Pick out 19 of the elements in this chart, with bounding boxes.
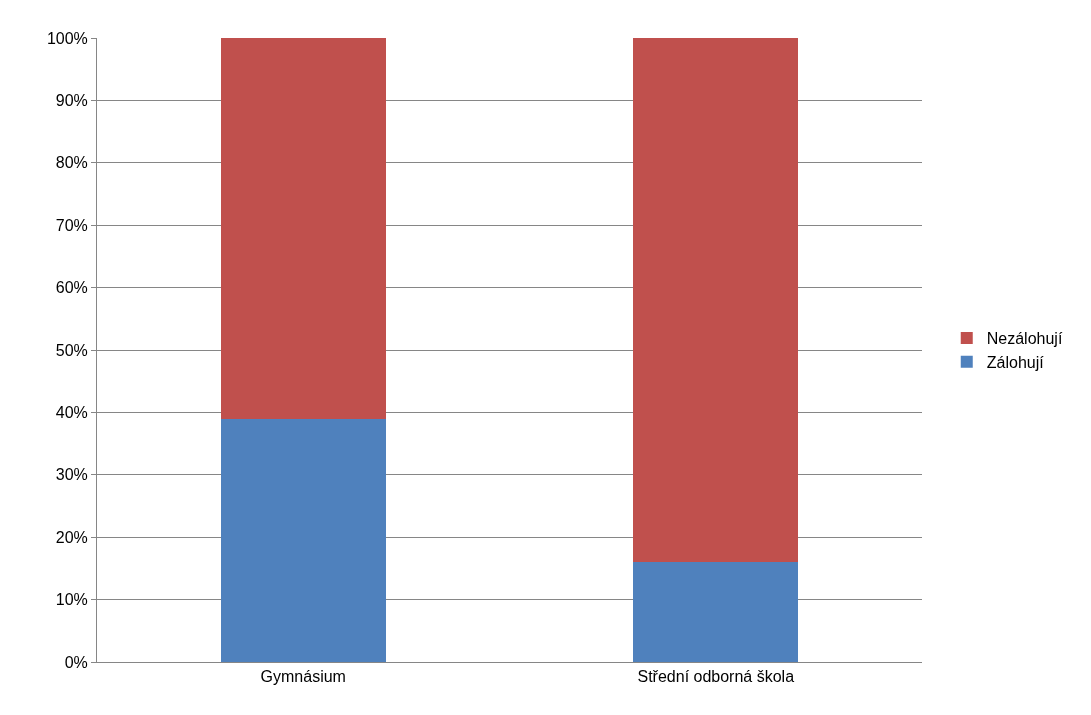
y-tick-label: 30% — [55, 466, 88, 484]
legend-label: Zálohují — [986, 353, 1045, 371]
y-tick-label: 60% — [55, 279, 88, 297]
x-tick-label: Střední odborná škola — [637, 668, 795, 686]
bar — [220, 418, 386, 662]
y-tick-label: 80% — [55, 154, 88, 172]
y-tick-label: 90% — [55, 92, 88, 109]
y-tick-label: 10% — [55, 591, 88, 609]
y-tick-label: 50% — [55, 341, 88, 359]
legend-label: Nezálohují — [986, 330, 1063, 348]
y-tick-label: 40% — [55, 404, 88, 421]
bar — [633, 38, 799, 563]
bar — [220, 38, 386, 419]
y-tick-label: 20% — [55, 528, 88, 546]
y-tick-label: 70% — [55, 216, 88, 234]
y-tick-label: 100% — [46, 29, 88, 47]
x-tick-label: Gymnásium — [260, 668, 346, 686]
bar — [633, 562, 799, 662]
y-tick-label: 0% — [64, 653, 88, 671]
